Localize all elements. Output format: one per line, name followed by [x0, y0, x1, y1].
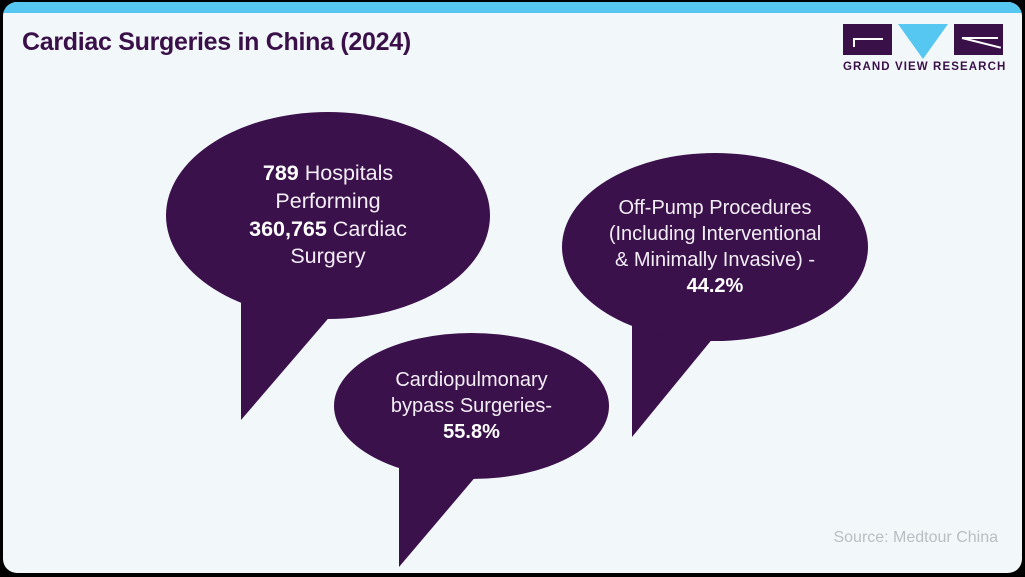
grand-view-research-logo: GRAND VIEW RESEARCH [843, 24, 1007, 76]
infographic-card: Cardiac Surgeries in China (2024) GRAND … [3, 2, 1022, 573]
stat-bubble-cardiopulmonary-bypass: Cardiopulmonary bypass Surgeries- 55.8% [334, 333, 609, 567]
bubble-text: 789 Hospitals Performing 360,765 Cardiac Su… [249, 160, 407, 269]
bubble-body: Off-Pump Procedures (Including Interventi… [562, 153, 868, 341]
logo-v-triangle-icon [898, 24, 948, 59]
logo-r-mark-icon [954, 24, 1003, 55]
accent-top-bar [3, 2, 1022, 13]
stat-bubble-hospitals: 789 Hospitals Performing 360,765 Cardiac Su… [166, 112, 490, 420]
page-title: Cardiac Surgeries in China (2024) [22, 28, 411, 56]
logo-wordmark: GRAND VIEW RESEARCH [843, 61, 1007, 73]
source-note: Source: Medtour China [833, 529, 998, 546]
logo-g-mark-icon [843, 24, 892, 55]
stat-bubble-off-pump: Off-Pump Procedures (Including Interventi… [562, 153, 868, 437]
bubble-body: 789 Hospitals Performing 360,765 Cardiac Su… [166, 112, 490, 319]
logo-marks [843, 24, 1003, 59]
bubble-text: Cardiopulmonary bypass Surgeries- 55.8% [390, 369, 553, 443]
bubble-body: Cardiopulmonary bypass Surgeries- 55.8% [334, 333, 609, 479]
bubble-text: Off-Pump Procedures (Including Interventi… [608, 197, 822, 297]
